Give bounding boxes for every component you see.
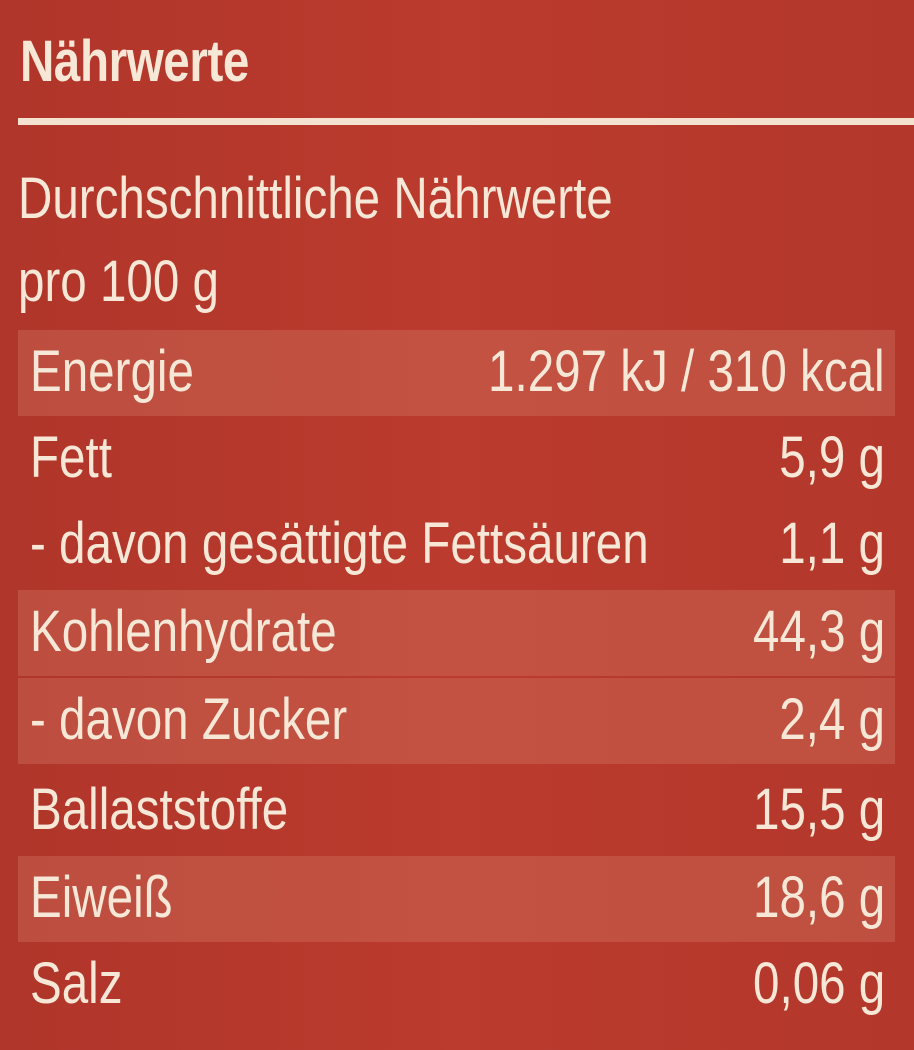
nutrition-row: Ballaststoffe 15,5 g bbox=[18, 768, 895, 854]
label-title: Nährwerte bbox=[20, 29, 249, 94]
nutrition-row: Kohlenhydrate 44,3 g bbox=[18, 590, 895, 676]
nutrient-label: - davon Zucker bbox=[30, 687, 348, 752]
nutrition-row: Salz 0,06 g bbox=[18, 942, 895, 1028]
nutrient-label: Salz bbox=[30, 951, 123, 1016]
nutrient-label: Kohlenhydrate bbox=[30, 599, 337, 664]
subtitle-line-1: Durchschnittliche Nährwerte bbox=[18, 166, 613, 231]
nutrition-row: - davon Zucker 2,4 g bbox=[18, 678, 895, 764]
title-divider bbox=[18, 118, 914, 125]
nutrient-label: Ballaststoffe bbox=[30, 777, 289, 842]
nutrient-value: 5,9 g bbox=[779, 425, 885, 490]
subtitle-line-2: pro 100 g bbox=[18, 249, 219, 314]
nutrient-value: 44,3 g bbox=[752, 599, 885, 664]
nutrition-row: Energie 1.297 kJ / 310 kcal bbox=[18, 330, 895, 416]
nutrient-value: 1.297 kJ / 310 kcal bbox=[488, 339, 885, 404]
nutrient-value: 18,6 g bbox=[752, 865, 885, 930]
nutrient-value: 2,4 g bbox=[779, 687, 885, 752]
nutrient-label: Eiweiß bbox=[30, 865, 173, 930]
nutrition-row: - davon gesättigte Fettsäuren 1,1 g bbox=[18, 502, 895, 588]
nutrition-row: Fett 5,9 g bbox=[18, 416, 895, 502]
nutrition-row: Eiweiß 18,6 g bbox=[18, 856, 895, 942]
nutrient-label: Fett bbox=[30, 425, 112, 490]
nutrient-label: - davon gesättigte Fettsäuren bbox=[30, 511, 649, 576]
nutrient-label: Energie bbox=[30, 339, 194, 404]
nutrient-value: 1,1 g bbox=[779, 511, 885, 576]
nutrient-value: 0,06 g bbox=[752, 951, 885, 1016]
nutrient-value: 15,5 g bbox=[752, 777, 885, 842]
